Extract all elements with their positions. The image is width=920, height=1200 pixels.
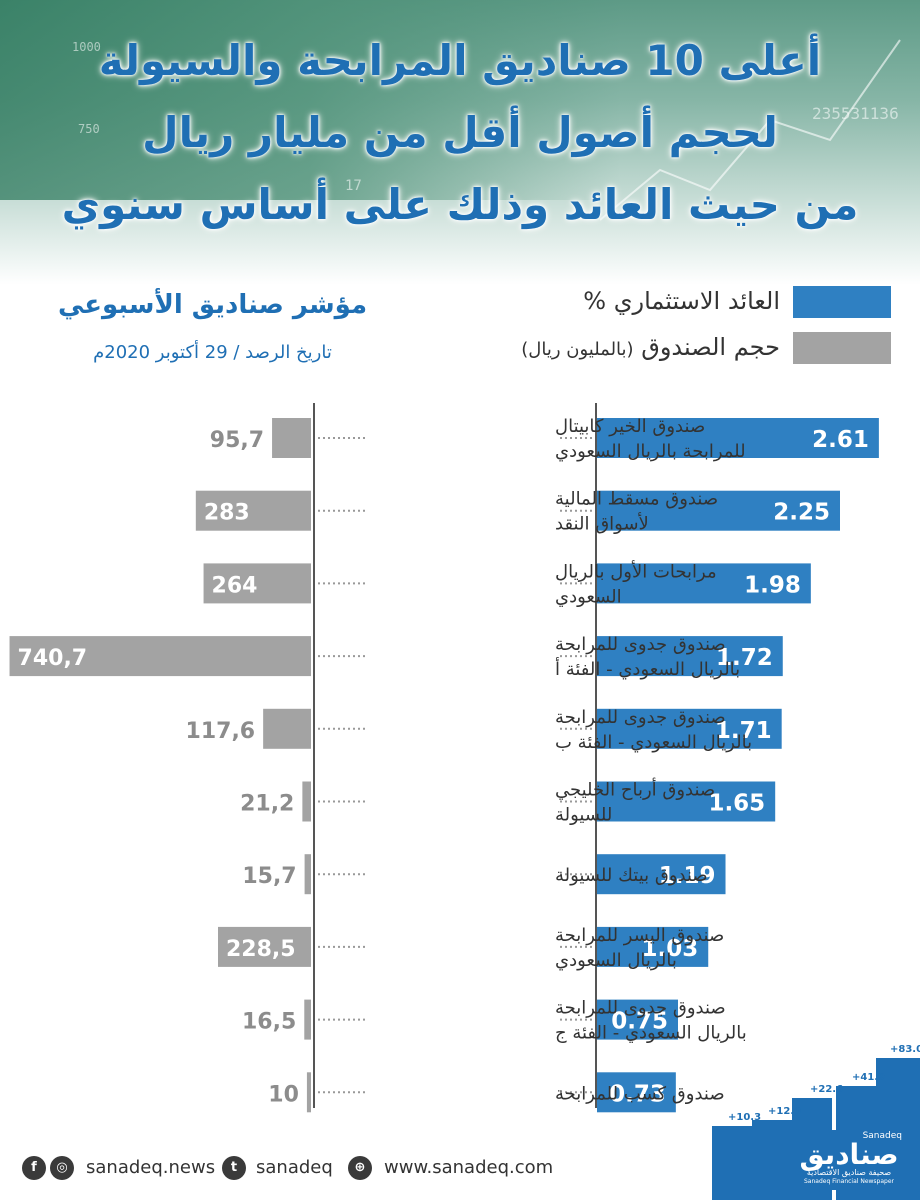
return-value-label: 1.98 (744, 572, 801, 598)
return-bar (597, 563, 811, 604)
globe-icon[interactable]: ⊕ (348, 1156, 372, 1180)
return-value-label: 0.75 (611, 1009, 668, 1035)
fund-name-label: لأسواق النقد (555, 513, 649, 535)
logo-arabic: صناديق (799, 1138, 899, 1171)
return-bar (597, 781, 776, 822)
return-bar (597, 926, 709, 967)
growth-label: +22.6 (810, 1084, 844, 1095)
legend-label-size-text: حجم الصندوق (641, 333, 780, 361)
return-value-label: 1.71 (715, 718, 772, 744)
legend-swatch-return (793, 286, 891, 318)
return-value-label: 1.03 (641, 936, 698, 962)
return-bar (597, 708, 782, 749)
fund-name-label: صندوق جدوى للمرابحة (555, 707, 726, 728)
size-bar (218, 926, 311, 967)
size-bar (306, 1072, 311, 1113)
page-title-line-1: أعلى 10 صناديق المرابحة والسيولة (98, 36, 822, 85)
size-value-label: 228,5 (226, 937, 296, 962)
fund-chart: 2.61 95,7 صندوق الخير كابيتال للمرابحة بالر… (9, 416, 879, 1113)
growth-label: +41.9 (852, 1072, 886, 1083)
return-bar (597, 490, 840, 531)
logo-sub-english: Sanadeq Financial Newspaper (803, 1178, 895, 1185)
return-bar (597, 999, 678, 1040)
index-title: مؤشر صناديق الأسبوعي (57, 290, 368, 320)
fund-name-label: صندوق اليسر للمرابحة (555, 925, 724, 946)
return-value-label: 1.19 (659, 863, 716, 889)
size-value-label: 15,7 (242, 864, 296, 889)
fund-name-label: بالريال السعودي (555, 950, 677, 971)
chart-line-decoration (600, 39, 901, 221)
bg-number: 17 (345, 178, 362, 194)
fund-name-label: صندوق كسب للمرابحة (555, 1083, 725, 1104)
growth-label: +83.0 (890, 1044, 920, 1055)
size-value-label: 740,7 (18, 646, 88, 671)
twitter-handle[interactable]: sanadeq (256, 1157, 333, 1178)
page-title-line-2: لحجم أصول أقل من مليار ريال (142, 108, 778, 157)
growth-label: +12.0 (768, 1106, 802, 1117)
fund-name-label: للمرابحة بالريال السعودي (555, 441, 746, 462)
size-bar (203, 563, 311, 604)
growth-label: +10.3 (728, 1112, 762, 1123)
return-bar (597, 1072, 676, 1113)
size-bar (263, 708, 311, 749)
return-value-label: 2.25 (773, 500, 830, 526)
size-value-label: 16,5 (242, 1010, 296, 1035)
fund-name-label: مرابحات الأول بالريال (555, 560, 717, 582)
legend-label-size-unit: (بالمليون ريال) (521, 339, 634, 360)
legend-label-return: العائد الاستثماري % (583, 287, 780, 315)
size-bar (9, 636, 312, 677)
bg-number: 1000 (72, 40, 101, 54)
size-value-label: 264 (212, 573, 258, 598)
fund-name-label: صندوق أرباح الخليجي (555, 778, 715, 801)
size-bar (272, 418, 311, 458)
size-bar (304, 999, 311, 1040)
size-bar (302, 781, 311, 822)
logo-english: Sanadeq (862, 1131, 902, 1141)
twitter-icon[interactable]: t (222, 1156, 246, 1180)
growth-step (712, 1126, 752, 1200)
size-bar (195, 490, 311, 531)
instagram-icon[interactable]: ◎ (50, 1156, 74, 1180)
return-bar (597, 636, 783, 677)
header-banner: 1000 750 235531136 17 (0, 0, 920, 285)
fund-name-label: صندوق الخير كابيتال (555, 416, 705, 437)
website-link[interactable]: www.sanadeq.com (384, 1157, 554, 1178)
legend-label-size: حجم الصندوق (بالمليون ريال) (521, 333, 780, 361)
size-bar (304, 854, 311, 895)
social-handle[interactable]: sanadeq.news (86, 1157, 216, 1178)
size-axis-line (313, 403, 315, 1108)
size-value-label: 21,2 (240, 792, 294, 817)
return-axis-line (595, 403, 597, 1108)
return-value-label: 2.61 (812, 427, 869, 453)
return-value-label: 0.73 (609, 1081, 666, 1107)
size-value-label: 283 (204, 501, 250, 526)
fund-name-label: بالريال السعودي - الفئة ب (555, 732, 752, 753)
growth-step (752, 1120, 792, 1200)
page-title-line-3: من حيث العائد وذلك على أساس سنوي (61, 180, 859, 229)
return-bar (597, 854, 726, 895)
fund-name-label: صندوق مسقط المالية (555, 489, 718, 510)
fund-name-label: بالريال السعودي - الفئة أ (555, 657, 740, 680)
sanadeq-logo: Sanadeq صناديق صحيفة صناديق الاقتصادية S… (790, 1130, 908, 1190)
fund-name-label: صندوق جدوى للمرابحة (555, 998, 726, 1019)
index-date: تاريخ الرصد / 29 أكتوبر 2020م (93, 342, 332, 363)
fund-name-label: صندوق جدوى للمرابحة (555, 634, 726, 655)
bg-number: 750 (78, 122, 100, 136)
flag-background (0, 0, 620, 200)
fund-name-label: بالريال السعودي - الفئة ج (555, 1023, 747, 1044)
return-value-label: 1.72 (716, 645, 773, 671)
fund-name-label: صندوق بيتك للسيولة (555, 865, 708, 886)
return-bar (597, 418, 879, 458)
fund-name-label: السعودي (555, 586, 622, 607)
bg-number: 235531136 (812, 104, 899, 123)
facebook-icon[interactable]: f (22, 1156, 46, 1180)
size-value-label: 117,6 (186, 719, 256, 744)
legend-swatch-size (793, 332, 891, 364)
size-value-label: 10 (268, 1082, 299, 1107)
logo-sub-arabic: صحيفة صناديق الاقتصادية (806, 1168, 892, 1177)
size-value-label: 95,7 (210, 428, 264, 453)
return-value-label: 1.65 (708, 791, 765, 817)
fund-name-label: للسيولة (555, 805, 612, 826)
